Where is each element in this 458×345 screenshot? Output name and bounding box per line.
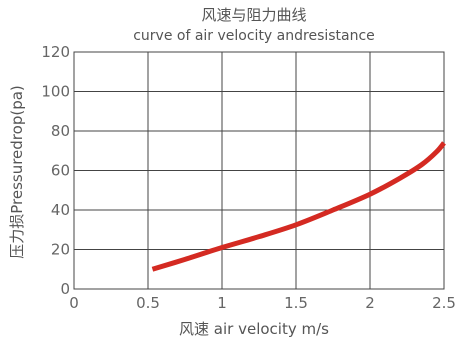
y-tick-label: 100 [41, 83, 70, 101]
x-axis-label: 风速 air velocity m/s [179, 320, 329, 338]
y-tick-labels: 0 20 40 60 80 100 120 [41, 43, 70, 298]
x-tick-labels: 0 0.5 1 1.5 2 2.5 [69, 294, 456, 312]
y-tick-label: 40 [51, 201, 70, 219]
y-tick-label: 120 [41, 43, 70, 61]
grid-lines [74, 52, 444, 289]
series-layer [151, 141, 446, 272]
y-tick-label: 0 [60, 280, 70, 298]
x-tick-label: 1 [217, 294, 227, 312]
x-tick-label: 1.5 [284, 294, 308, 312]
y-tick-label: 20 [51, 241, 70, 259]
y-axis-label: 压力损Pressuredrop(pa) [8, 85, 26, 259]
chart-subtitle: curve of air velocity andresistance [133, 28, 375, 44]
plot-frame [73, 51, 445, 290]
y-tick-label: 80 [51, 122, 70, 140]
x-tick-label: 0 [69, 294, 79, 312]
series-line [151, 141, 446, 272]
x-tick-label: 2.5 [432, 294, 456, 312]
y-tick-label: 60 [51, 162, 70, 180]
x-tick-label: 0.5 [136, 294, 160, 312]
chart-title: 风速与阻力曲线 [201, 6, 306, 24]
x-tick-label: 2 [365, 294, 375, 312]
